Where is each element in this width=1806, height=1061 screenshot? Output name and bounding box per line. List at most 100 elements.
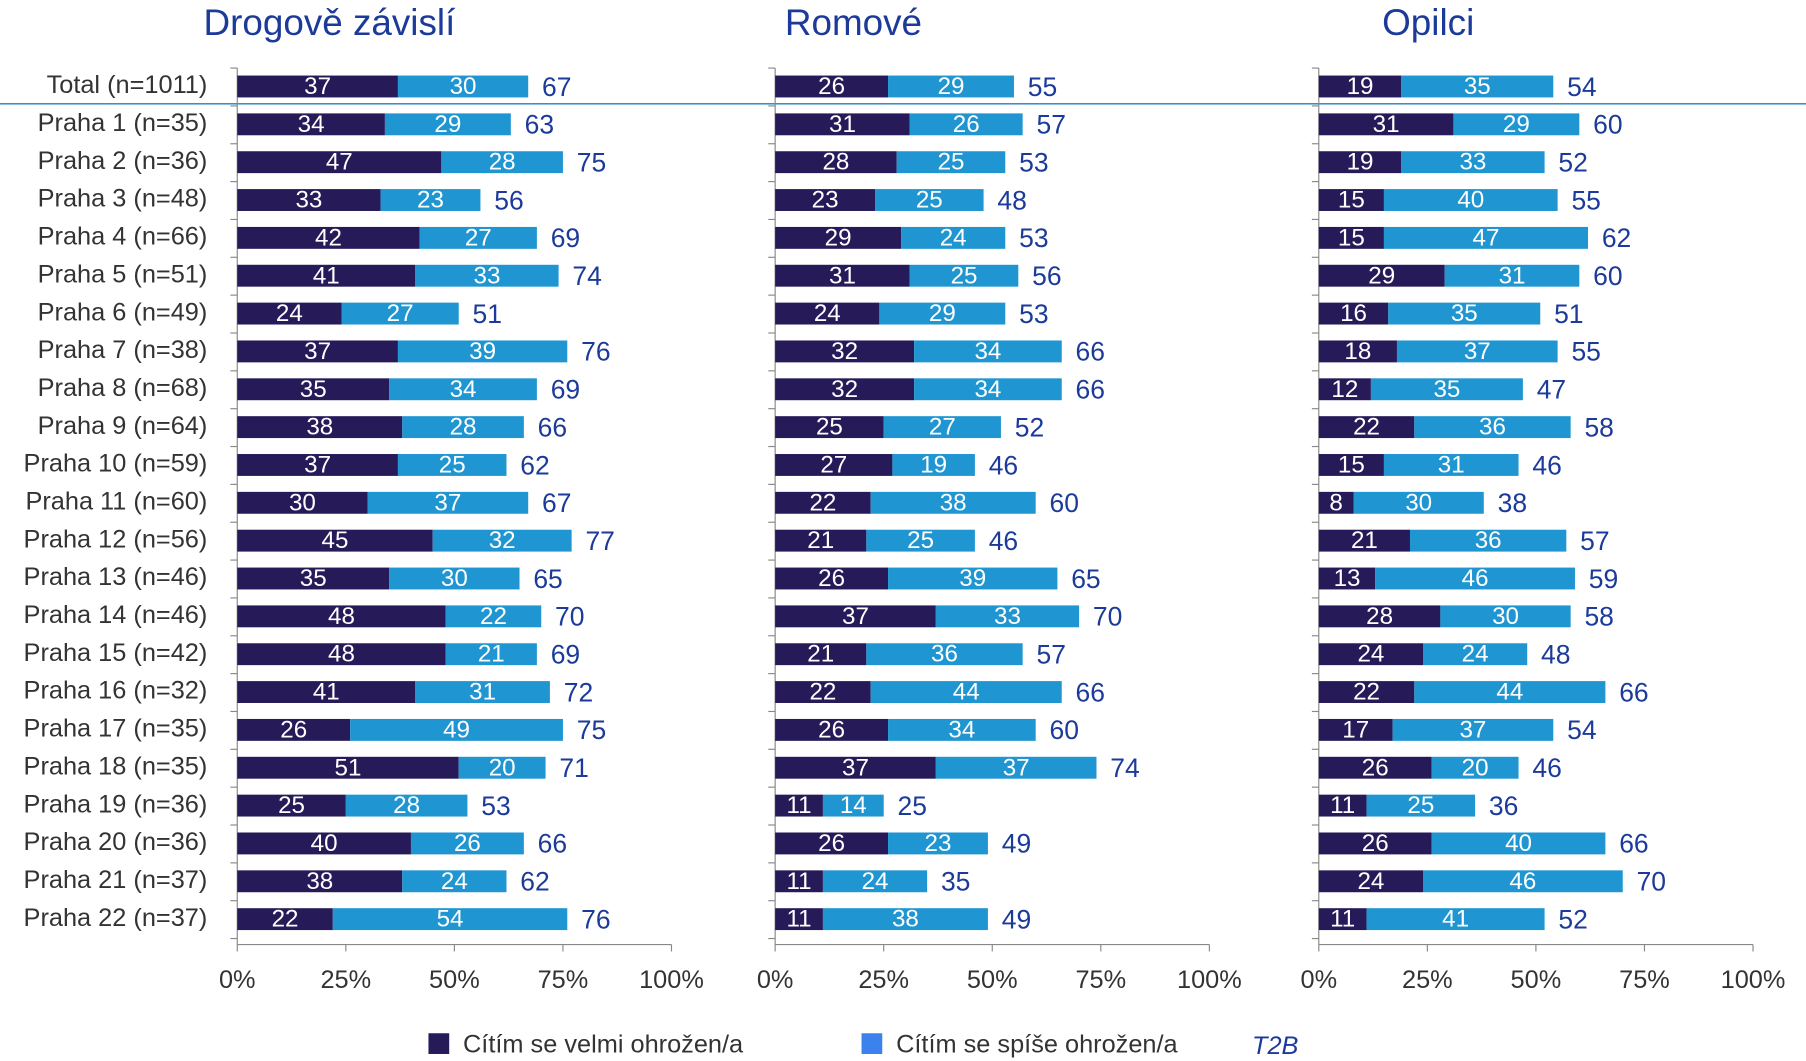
x-tick-label: 75% bbox=[1075, 966, 1126, 994]
bar-segment bbox=[866, 643, 1023, 666]
value-label: 36 bbox=[1479, 414, 1506, 441]
bar-segment bbox=[237, 378, 390, 401]
bar-segment bbox=[237, 264, 416, 287]
bar-segment bbox=[1318, 226, 1384, 249]
value-label: 26 bbox=[953, 111, 980, 138]
bar-segment bbox=[445, 605, 542, 628]
value-label: 38 bbox=[892, 906, 919, 933]
value-label: 24 bbox=[940, 224, 967, 251]
value-label: 21 bbox=[478, 641, 505, 668]
value-label: 19 bbox=[1347, 149, 1374, 176]
bar-segment bbox=[237, 605, 446, 628]
bar-segment bbox=[237, 416, 403, 439]
panel-title: Drogově závislí bbox=[203, 2, 456, 43]
value-label: 19 bbox=[920, 452, 947, 479]
total-label: 51 bbox=[1554, 299, 1583, 329]
total-label: 55 bbox=[1571, 337, 1600, 367]
category-label: Praha 14 (n=46) bbox=[24, 601, 208, 629]
bar-segment bbox=[1431, 832, 1606, 855]
total-label: 77 bbox=[585, 526, 614, 556]
value-label: 22 bbox=[809, 679, 836, 706]
bar-segment bbox=[775, 454, 893, 476]
total-label: 62 bbox=[520, 450, 549, 480]
total-label: 56 bbox=[494, 185, 523, 215]
bar-segment bbox=[237, 189, 381, 211]
value-label: 18 bbox=[1344, 338, 1371, 365]
value-label: 22 bbox=[272, 906, 299, 933]
x-tick-label: 0% bbox=[219, 966, 256, 994]
category-label: Praha 10 (n=59) bbox=[24, 450, 208, 478]
bar-segment bbox=[380, 189, 481, 211]
value-label: 36 bbox=[931, 641, 958, 668]
value-label: 37 bbox=[842, 603, 869, 630]
bar-segment bbox=[332, 908, 568, 931]
value-label: 30 bbox=[289, 489, 316, 516]
value-label: 54 bbox=[437, 906, 464, 933]
category-label: Praha 15 (n=42) bbox=[24, 639, 208, 667]
value-label: 35 bbox=[1451, 300, 1478, 327]
bar-segment bbox=[1366, 908, 1545, 931]
bar-segment bbox=[775, 681, 871, 703]
value-label: 34 bbox=[948, 716, 975, 743]
value-label: 32 bbox=[831, 338, 858, 365]
x-tick-label: 50% bbox=[1511, 966, 1562, 994]
value-label: 44 bbox=[1496, 679, 1523, 706]
value-label: 29 bbox=[938, 73, 965, 100]
total-label: 65 bbox=[533, 564, 562, 594]
value-label: 20 bbox=[1462, 754, 1489, 781]
bar-segment bbox=[1318, 113, 1454, 136]
bar-segment bbox=[775, 529, 867, 552]
value-label: 25 bbox=[816, 414, 843, 441]
category-label: Praha 19 (n=36) bbox=[24, 790, 208, 818]
value-label: 25 bbox=[1407, 792, 1434, 819]
total-label: 69 bbox=[551, 375, 580, 405]
value-label: 34 bbox=[974, 376, 1001, 403]
value-label: 40 bbox=[311, 830, 338, 857]
x-tick-label: 75% bbox=[538, 966, 589, 994]
value-label: 26 bbox=[1362, 830, 1389, 857]
x-tick-label: 25% bbox=[1402, 966, 1453, 994]
value-label: 36 bbox=[1475, 527, 1502, 554]
bar-segment bbox=[237, 454, 398, 476]
value-label: 30 bbox=[450, 73, 477, 100]
bar-segment bbox=[1414, 681, 1606, 703]
bar-segment bbox=[870, 491, 1036, 514]
category-label: Praha 2 (n=36) bbox=[38, 147, 208, 175]
bar-segment bbox=[402, 870, 507, 893]
bar-segment bbox=[1423, 643, 1528, 666]
total-label: 66 bbox=[1619, 829, 1648, 859]
total-label: 69 bbox=[551, 223, 580, 253]
bar-segment bbox=[888, 718, 1036, 741]
bar-segment bbox=[237, 529, 433, 552]
total-label: 53 bbox=[1019, 223, 1048, 253]
value-label: 29 bbox=[1368, 262, 1395, 289]
bar-segment bbox=[237, 302, 342, 325]
category-label: Praha 22 (n=37) bbox=[24, 904, 208, 932]
value-label: 34 bbox=[298, 111, 325, 138]
total-label: 46 bbox=[989, 450, 1018, 480]
value-label: 17 bbox=[1342, 716, 1369, 743]
bar-segment bbox=[1318, 605, 1441, 628]
total-label: 76 bbox=[581, 337, 610, 367]
bar-segment bbox=[341, 302, 459, 325]
value-label: 34 bbox=[450, 376, 477, 403]
x-tick-label: 75% bbox=[1619, 966, 1670, 994]
value-label: 37 bbox=[842, 754, 869, 781]
bar-segment bbox=[237, 75, 398, 98]
bar-segment bbox=[1353, 491, 1484, 514]
value-label: 27 bbox=[820, 452, 847, 479]
bar-segment bbox=[345, 794, 468, 817]
total-label: 52 bbox=[1015, 412, 1044, 442]
bar-segment bbox=[935, 605, 1080, 628]
bar-segment bbox=[1318, 832, 1432, 855]
total-label: 58 bbox=[1584, 412, 1613, 442]
bar-segment bbox=[914, 340, 1062, 363]
total-label: 66 bbox=[1076, 375, 1105, 405]
value-label: 24 bbox=[862, 868, 889, 895]
value-label: 46 bbox=[1509, 868, 1536, 895]
value-label: 24 bbox=[1357, 868, 1384, 895]
value-label: 33 bbox=[1459, 149, 1486, 176]
category-label: Praha 1 (n=35) bbox=[38, 109, 208, 137]
total-label: 46 bbox=[1532, 450, 1561, 480]
value-label: 41 bbox=[313, 262, 340, 289]
